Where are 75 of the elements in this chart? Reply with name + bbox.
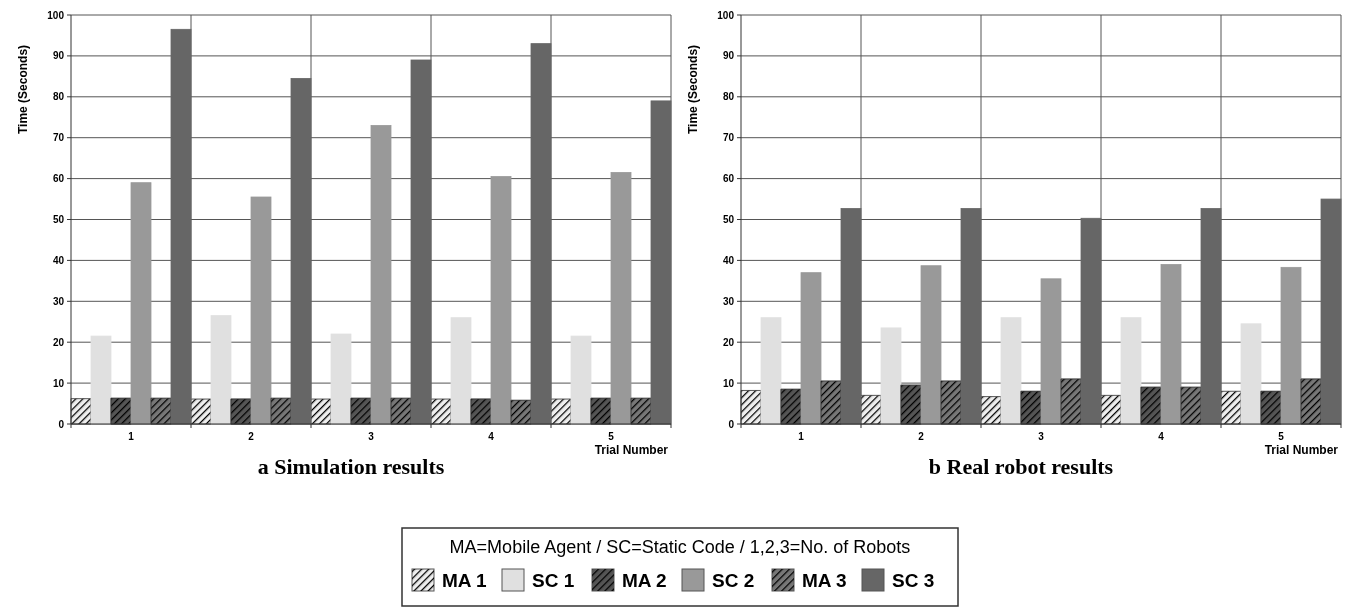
bar [370, 125, 392, 425]
y-tick-label: 40 [722, 254, 735, 266]
bar [490, 176, 512, 425]
y-axis-title: Time (Seconds) [686, 44, 701, 135]
bar [1320, 198, 1342, 425]
y-tick-label: 60 [722, 173, 735, 185]
legend-label: SC 1 [532, 569, 575, 591]
bar [610, 172, 632, 425]
bar [130, 182, 152, 425]
y-tick-label: 20 [52, 336, 65, 348]
x-tick-label: 5 [1278, 431, 1285, 442]
legend-label: MA 2 [622, 569, 667, 591]
y-tick-label: 100 [47, 9, 65, 21]
text: a Simulation results [257, 454, 445, 479]
y-tick-label: 50 [52, 214, 65, 225]
y-tick-label: 10 [722, 377, 735, 389]
y-tick-label: 80 [722, 91, 735, 103]
legend-title: MA=Mobile Agent / SC=Static Code / 1,2,3=No. of Robots [449, 537, 911, 557]
x-tick-label: 4 [1158, 431, 1165, 442]
bar [1160, 264, 1182, 425]
y-tick-label: 90 [52, 50, 65, 62]
x-axis-title: Trial Number [1264, 443, 1339, 457]
bar [880, 327, 902, 425]
y-tick-label: 80 [52, 91, 65, 103]
bar [800, 272, 822, 425]
y-tick-label: 70 [52, 132, 65, 144]
bar [920, 265, 942, 425]
bar [530, 43, 552, 425]
bar [170, 28, 192, 425]
y-axis-title: Time (Seconds) [16, 44, 31, 135]
y-tick-label: 0 [58, 418, 65, 430]
y-tick-label: 50 [722, 214, 735, 225]
y-tick-label: 70 [722, 132, 735, 144]
x-tick-label: 4 [488, 431, 495, 442]
y-tick-label: 90 [722, 50, 735, 62]
x-tick-label: 1 [128, 431, 135, 442]
bar [1280, 266, 1302, 425]
bar [1200, 208, 1222, 425]
y-tick-label: 30 [722, 295, 735, 307]
bar [1040, 278, 1062, 425]
legend-label: SC 2 [712, 569, 755, 591]
bar [1240, 323, 1262, 425]
y-tick-label: 20 [722, 336, 735, 348]
text: b Real robot results [928, 454, 1114, 479]
x-tick-label: 3 [1038, 431, 1045, 442]
bar [650, 100, 672, 425]
bar [840, 208, 862, 425]
bar [250, 196, 272, 425]
x-axis-title: Trial Number [594, 443, 669, 457]
bar [1120, 317, 1142, 425]
y-tick-label: 0 [728, 418, 735, 430]
y-tick-label: 30 [52, 295, 65, 307]
y-tick-label: 10 [52, 377, 65, 389]
legend-label: MA 3 [802, 569, 847, 591]
bar [760, 317, 782, 425]
y-tick-label: 100 [717, 9, 735, 21]
legend-label: MA 1 [442, 569, 488, 591]
x-tick-label: 5 [608, 431, 615, 442]
bar [290, 78, 312, 425]
x-tick-label: 3 [368, 431, 375, 442]
x-tick-label: 1 [798, 431, 805, 442]
bar [90, 335, 112, 425]
bar [450, 317, 472, 425]
bar [410, 59, 432, 425]
x-tick-label: 2 [248, 431, 255, 442]
bar [960, 208, 982, 425]
bar [330, 333, 352, 425]
x-tick-label: 2 [918, 431, 925, 442]
bar [1000, 317, 1022, 425]
bar [210, 315, 232, 425]
bar [570, 335, 592, 425]
y-tick-label: 60 [52, 173, 65, 185]
bar [1080, 217, 1102, 425]
legend-label: SC 3 [892, 569, 935, 591]
y-tick-label: 40 [52, 254, 65, 266]
